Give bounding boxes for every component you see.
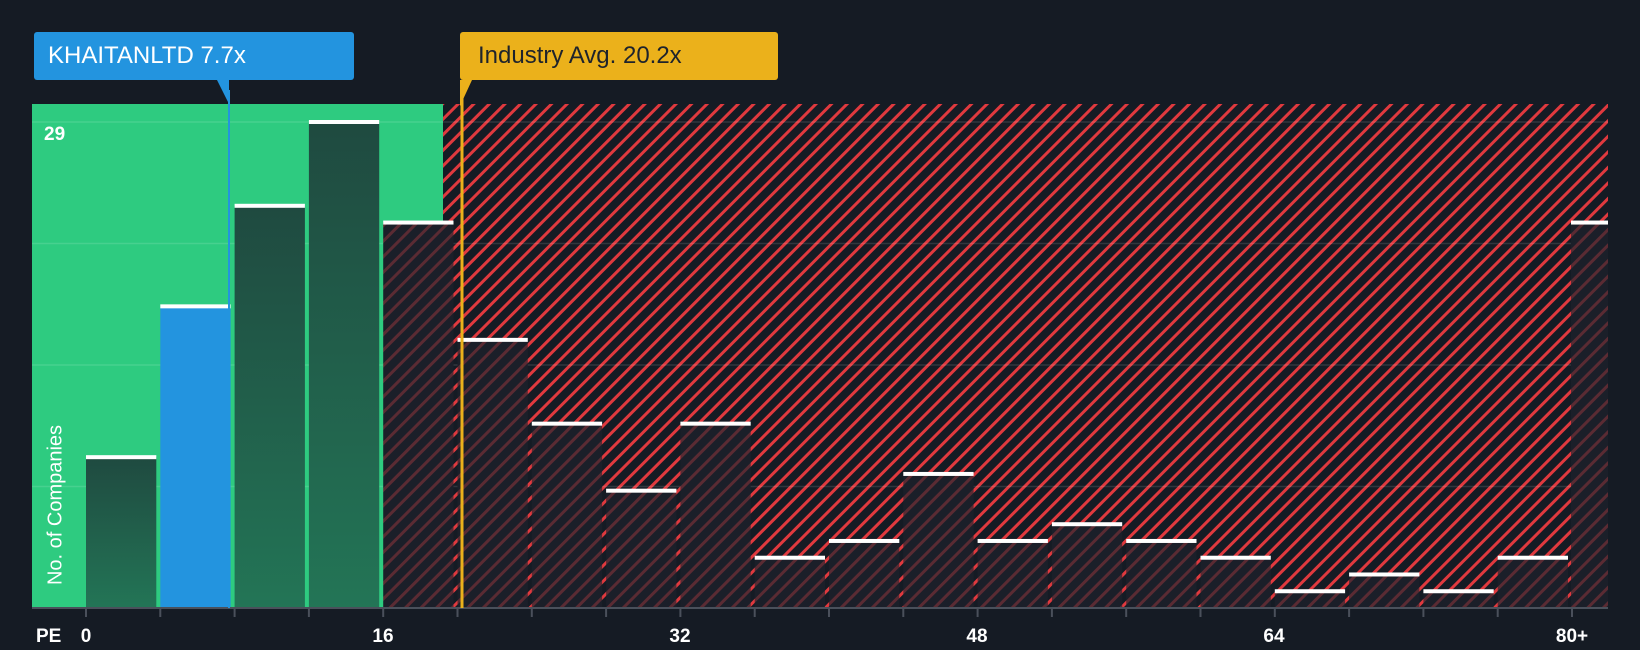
bar-cap <box>234 203 305 208</box>
x-axis-title: PE <box>36 626 62 647</box>
bar-cap <box>1274 589 1346 594</box>
bar-cap <box>1200 555 1271 560</box>
bar-cap <box>1126 538 1197 543</box>
bar-cap <box>531 421 603 426</box>
histogram-bar <box>1051 524 1123 608</box>
histogram-bar <box>1349 574 1420 608</box>
industry-avg-callout: Industry Avg. 20.2x <box>460 32 778 80</box>
bar-cap <box>1051 522 1123 527</box>
bar-cap <box>86 455 157 460</box>
histogram-bar <box>383 222 454 608</box>
bar-cap <box>977 538 1048 543</box>
histogram-bar <box>903 473 974 608</box>
bar-cap <box>1571 220 1608 225</box>
histogram-bar <box>1423 591 1494 608</box>
histogram-bar <box>308 122 380 608</box>
bar-cap <box>383 220 454 225</box>
bar-cap <box>829 538 900 543</box>
histogram-bar <box>234 205 305 609</box>
x-tick-label: 48 <box>966 626 988 647</box>
histogram-bar <box>457 339 528 608</box>
histogram-bar <box>754 557 825 608</box>
industry-avg-label: Industry Avg. 20.2x <box>478 42 682 69</box>
bar-cap <box>1349 572 1420 577</box>
company-pe-label: KHAITANLTD 7.7x <box>48 42 246 69</box>
company-callout-pointer <box>217 80 229 104</box>
bars <box>86 120 1608 609</box>
histogram-bar <box>977 540 1048 608</box>
bar-cap <box>606 488 677 493</box>
y-axis-label: No. of Companies <box>44 424 67 586</box>
histogram-bar <box>606 490 677 608</box>
x-tick-label: 32 <box>669 626 691 647</box>
histogram-bar <box>1126 540 1197 608</box>
y-axis-max-label: 29 <box>44 124 66 145</box>
x-tick-label: 64 <box>1263 626 1285 647</box>
bar-cap <box>903 471 974 476</box>
histogram-bar <box>531 423 603 608</box>
histogram-bar <box>86 457 157 608</box>
histogram-bar <box>1274 591 1346 608</box>
bar-cap <box>457 337 528 342</box>
x-tick-label: 80+ <box>1555 626 1589 647</box>
histogram-bar <box>1497 557 1568 608</box>
histogram-bar <box>1571 222 1608 608</box>
histogram-bar <box>829 540 900 608</box>
industry-callout-pointer <box>460 80 472 106</box>
bar-cap <box>308 120 380 124</box>
bar-cap <box>1497 555 1568 560</box>
x-tick-label: 0 <box>80 626 92 647</box>
bar-cap <box>754 555 825 560</box>
company-pe-callout: KHAITANLTD 7.7x <box>34 32 354 80</box>
x-tick-label: 16 <box>372 626 394 647</box>
histogram-bar <box>680 423 751 608</box>
bar-cap <box>680 421 751 426</box>
bar-cap <box>1423 589 1494 594</box>
histogram-bar <box>160 306 231 608</box>
bar-cap <box>160 304 231 309</box>
x-ticks <box>85 609 1573 617</box>
histogram-bar <box>1200 557 1271 608</box>
